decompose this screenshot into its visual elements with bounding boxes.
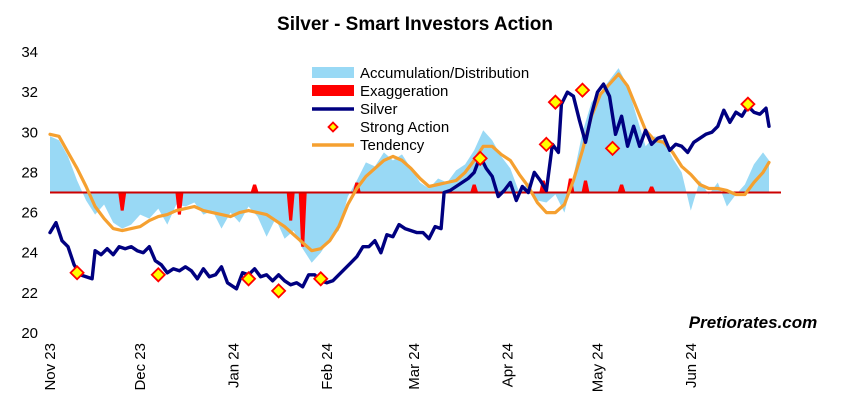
legend-label: Tendency bbox=[360, 137, 425, 154]
legend-label: Strong Action bbox=[360, 119, 449, 136]
strong-action-point-0 bbox=[69, 265, 85, 281]
y-tick-label: 32 bbox=[21, 84, 38, 101]
strong-action-point-7 bbox=[547, 94, 564, 110]
x-tick-label: Feb 24 bbox=[319, 343, 336, 390]
legend-label: Accumulation/Distribution bbox=[360, 65, 529, 82]
plot-area bbox=[48, 68, 781, 299]
y-axis: 20 22 24 26 28 30 32 34 bbox=[21, 44, 38, 342]
strong-action-point-4 bbox=[312, 271, 329, 287]
x-tick-label: Nov 23 bbox=[42, 343, 59, 391]
y-tick-label: 30 bbox=[21, 124, 38, 141]
strong-action-point-6 bbox=[538, 136, 555, 153]
legend-swatch bbox=[312, 85, 354, 96]
strong-action-point-8 bbox=[574, 82, 591, 98]
x-tick-label: Dec 23 bbox=[132, 343, 149, 391]
exaggeration-spike-11 bbox=[647, 186, 656, 193]
legend: Accumulation/DistributionExaggerationSil… bbox=[312, 65, 529, 154]
exaggeration-spike-3 bbox=[286, 192, 295, 221]
x-axis: Nov 23 Dec 23 Jan 24 Feb 24 Mar 24 Apr 24 May … bbox=[42, 343, 700, 392]
tendency-line bbox=[48, 72, 771, 253]
strong-action-point-2 bbox=[240, 271, 257, 287]
exaggeration-spike-4 bbox=[298, 192, 307, 247]
y-tick-label: 34 bbox=[21, 44, 38, 61]
chart-title: Silver - Smart Investors Action bbox=[277, 14, 553, 35]
y-tick-label: 24 bbox=[21, 245, 38, 262]
legend-label: Exaggeration bbox=[360, 83, 448, 100]
exaggeration-spike-9 bbox=[581, 180, 590, 193]
strong-action-point-5 bbox=[472, 150, 488, 167]
legend-label: Silver bbox=[360, 101, 398, 118]
exaggeration-spike-10 bbox=[617, 184, 626, 193]
y-tick-label: 22 bbox=[21, 285, 38, 302]
exaggeration-spike-2 bbox=[250, 184, 259, 193]
exaggeration-spike-6 bbox=[470, 184, 479, 193]
y-tick-label: 20 bbox=[21, 325, 38, 342]
x-tick-label: Jan 24 bbox=[226, 343, 243, 388]
y-tick-label: 28 bbox=[21, 164, 38, 181]
x-tick-label: Apr 24 bbox=[499, 343, 516, 387]
silver-line bbox=[48, 82, 771, 291]
y-tick-label: 26 bbox=[21, 205, 38, 222]
x-tick-label: Mar 24 bbox=[406, 343, 423, 390]
legend-swatch bbox=[312, 67, 354, 78]
strong-action-point-9 bbox=[604, 140, 621, 157]
strong-action-point-3 bbox=[270, 283, 287, 299]
watermark-text: Pretiorates.com bbox=[689, 313, 818, 332]
x-tick-label: May 24 bbox=[589, 343, 606, 392]
legend-swatch bbox=[327, 121, 339, 133]
exaggeration-spike-0 bbox=[118, 192, 127, 211]
strong-action-point-1 bbox=[150, 267, 167, 283]
strong-action-point-10 bbox=[740, 96, 756, 112]
x-tick-label: Jun 24 bbox=[683, 343, 700, 388]
